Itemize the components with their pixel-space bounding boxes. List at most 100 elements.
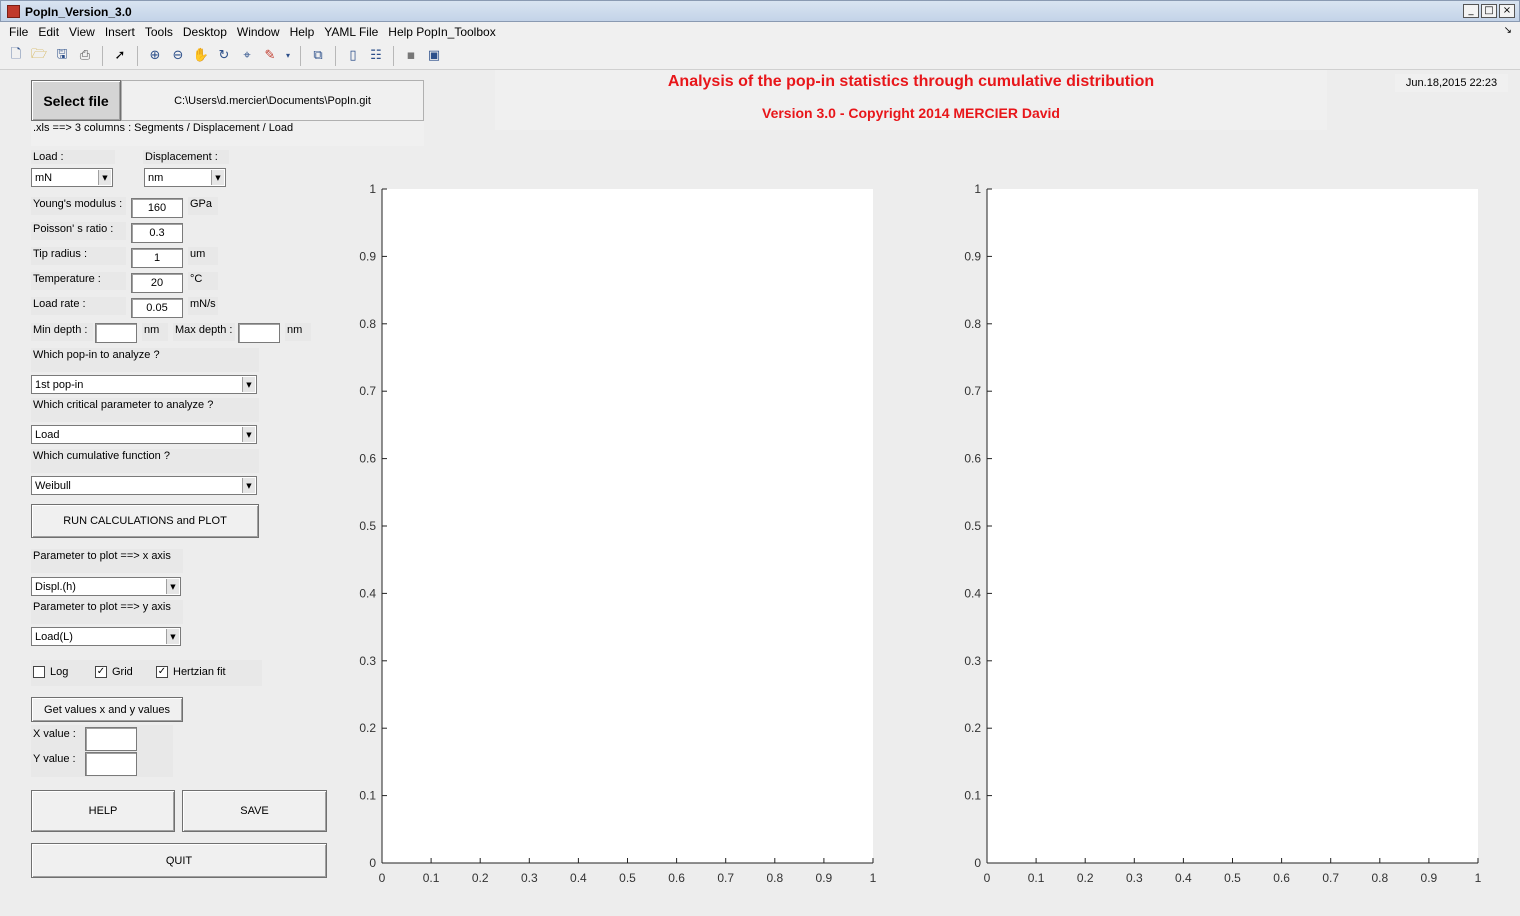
brush-icon[interactable]: ✎: [264, 48, 276, 63]
save-icon[interactable]: 🖫: [56, 46, 68, 62]
log-checkbox[interactable]: Log: [33, 666, 68, 678]
y-tick-label: 0.7: [359, 384, 376, 398]
file-path: C:\Users\d.mercier\Documents\PopIn.git: [121, 80, 424, 121]
menu-tools[interactable]: Tools: [144, 25, 173, 39]
hide-plot-tools-icon[interactable]: ▪: [406, 48, 416, 63]
x-tick-label: 0.7: [1322, 871, 1339, 885]
x-tick-label: 0.3: [521, 871, 538, 885]
x-tick-label: 0.5: [1224, 871, 1241, 885]
x-value-label: X value :: [33, 728, 76, 740]
colorbar-icon[interactable]: ▯: [349, 48, 357, 63]
save-button[interactable]: SAVE: [182, 790, 327, 832]
menu-desktop[interactable]: Desktop: [182, 25, 227, 39]
youngs-modulus-unit: GPa: [188, 197, 218, 215]
minimize-button[interactable]: _: [1463, 4, 1479, 18]
y-tick-label: 0.2: [964, 721, 981, 735]
load-unit-select[interactable]: mN ▼: [31, 168, 113, 187]
temperature-input[interactable]: 20: [131, 273, 183, 293]
displacement-unit-select[interactable]: nm ▼: [144, 168, 226, 187]
title-bar: PopIn_Version_3.0 _ □ ×: [0, 0, 1520, 22]
critical-parameter-select[interactable]: Load ▼: [31, 425, 257, 444]
x-axis-parameter-select[interactable]: Displ.(h) ▼: [31, 577, 181, 596]
zoom-in-icon[interactable]: ⊕: [149, 48, 161, 63]
edit-plot-arrow-icon[interactable]: ➚: [114, 48, 126, 63]
x-value-field[interactable]: [85, 727, 137, 751]
close-button[interactable]: ×: [1499, 4, 1515, 18]
grid-checkbox[interactable]: ✓ Grid: [95, 666, 133, 678]
legend-icon[interactable]: ☷: [370, 48, 382, 63]
chevron-down-icon: ▼: [242, 377, 255, 392]
menu-help[interactable]: Help: [289, 25, 315, 39]
tip-radius-input[interactable]: 1: [131, 248, 183, 268]
zoom-out-icon[interactable]: ⊖: [172, 48, 184, 63]
y-axis-parameter-select[interactable]: Load(L) ▼: [31, 627, 181, 646]
x-tick-label: 0.8: [1371, 871, 1388, 885]
menu-view[interactable]: View: [69, 25, 95, 39]
load-rate-input[interactable]: 0.05: [131, 298, 183, 318]
quit-button[interactable]: QUIT: [31, 843, 327, 878]
print-icon[interactable]: ⎙: [79, 48, 91, 63]
check-icon: ✓: [156, 666, 168, 678]
get-values-button[interactable]: Get values x and y values: [31, 697, 183, 722]
pan-hand-icon[interactable]: ✋: [192, 48, 210, 63]
y-tick-label: 0: [369, 856, 376, 870]
y-axis-parameter-label: Parameter to plot ==> y axis: [31, 600, 183, 624]
menu-insert[interactable]: Insert: [104, 25, 135, 39]
new-figure-icon[interactable]: 🗋: [10, 46, 22, 62]
youngs-modulus-input[interactable]: 160: [131, 198, 183, 218]
data-cursor-icon[interactable]: ⌖: [243, 48, 251, 63]
page-subtitle: Version 3.0 - Copyright 2014 MERCIER Dav…: [762, 105, 1060, 121]
date-label: Jun.18,2015 22:23: [1395, 74, 1508, 92]
brush-dropdown-icon[interactable]: ▾: [285, 51, 290, 60]
left-plot-axes[interactable]: 0 0.1 0.2 0.3 0.4 0.5 0.6 0.7 0.8 0.9 1 0 0.1 0.2 0.3 0…: [340, 180, 900, 892]
y-tick-label: 0.3: [359, 654, 376, 668]
show-plot-tools-icon[interactable]: ▣: [427, 48, 441, 63]
header-panel: Analysis of the pop-in statistics throug…: [495, 70, 1327, 130]
link-plot-icon[interactable]: ⧉: [313, 48, 323, 63]
poisson-ratio-label: Poisson' s ratio :: [31, 222, 126, 240]
rotate-3d-icon[interactable]: ↻: [218, 48, 230, 63]
min-depth-input[interactable]: [95, 323, 137, 343]
chevron-down-icon: ▼: [242, 427, 255, 442]
hertzian-fit-checkbox[interactable]: ✓ Hertzian fit: [156, 666, 226, 678]
toolbar-separator: [335, 45, 336, 66]
y-tick-label: 0.6: [964, 452, 981, 466]
y-tick-label: 0.6: [359, 452, 376, 466]
load-rate-label: Load rate :: [31, 297, 126, 315]
y-tick-label: 0.8: [964, 317, 981, 331]
max-depth-input[interactable]: [238, 323, 280, 343]
menu-help-popin-toolbox[interactable]: Help PopIn_Toolbox: [388, 25, 496, 39]
x-tick-label: 0.6: [668, 871, 685, 885]
menu-edit[interactable]: Edit: [38, 25, 60, 39]
popin-select[interactable]: 1st pop-in ▼: [31, 375, 257, 394]
x-tick-label: 0.2: [472, 871, 489, 885]
maximize-button[interactable]: □: [1481, 4, 1497, 18]
select-file-button[interactable]: Select file: [31, 80, 121, 121]
max-depth-unit: nm: [285, 323, 311, 341]
menu-file[interactable]: File: [9, 25, 29, 39]
open-file-icon[interactable]: 🗁: [30, 46, 48, 62]
matlab-icon: [7, 5, 20, 18]
load-unit-label: Load :: [31, 150, 115, 164]
y-value-field[interactable]: [85, 752, 137, 776]
cumulative-function-select[interactable]: Weibull ▼: [31, 476, 257, 495]
x-tick-label: 0.4: [1175, 871, 1192, 885]
help-button[interactable]: HELP: [31, 790, 175, 832]
x-tick-label: 0.3: [1126, 871, 1143, 885]
poisson-ratio-input[interactable]: 0.3: [131, 223, 183, 243]
y-tick-label: 0.2: [359, 721, 376, 735]
temperature-label: Temperature :: [31, 272, 126, 290]
x-tick-label: 0.6: [1273, 871, 1290, 885]
run-calculations-button[interactable]: RUN CALCULATIONS and PLOT: [31, 504, 259, 538]
tip-radius-unit: um: [188, 247, 218, 265]
y-tick-label: 0: [974, 856, 981, 870]
y-tick-label: 0.1: [359, 789, 376, 803]
menu-yaml-file[interactable]: YAML File: [324, 25, 379, 39]
menu-window[interactable]: Window: [236, 25, 280, 39]
chevron-down-icon: ▼: [211, 170, 224, 185]
y-tick-label: 0.7: [964, 384, 981, 398]
right-plot-axes[interactable]: 0 0.1 0.2 0.3 0.4 0.5 0.6 0.7 0.8 0.9 1 0 0.1 0.2 0.3 0…: [945, 180, 1505, 892]
dock-arrow-icon[interactable]: ↘: [1503, 25, 1512, 36]
y-tick-label: 0.5: [964, 519, 981, 533]
toolbar-separator: [102, 45, 103, 66]
